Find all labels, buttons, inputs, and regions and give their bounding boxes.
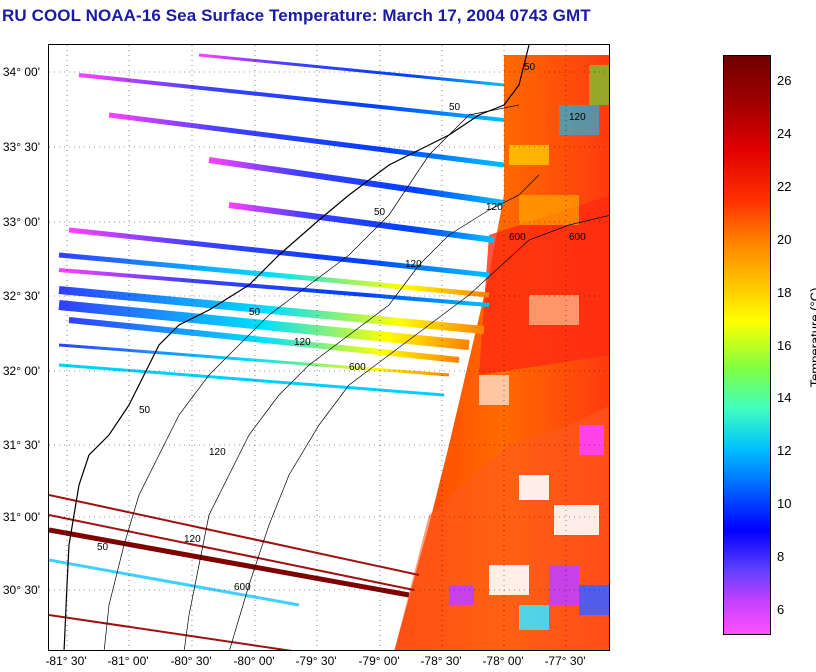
lat-tick-label: 32° 30' — [2, 289, 40, 303]
isobath-label: 50 — [249, 307, 261, 318]
colorbar-tick-label: 6 — [777, 602, 785, 617]
colorbar-tick-label: 10 — [777, 496, 792, 511]
gulf-stream-core — [479, 195, 609, 375]
colorbar-tick-label: 12 — [777, 443, 792, 458]
lon-tick-label: -79° 00' — [358, 654, 400, 668]
lon-tick-label: -77° 30' — [544, 654, 586, 668]
sst-map: 50 120 600 50 120 600 50 120 50 120 600 … — [48, 44, 610, 651]
colorbar-tick-label: 26 — [777, 73, 792, 88]
lat-tick-label: 30° 30' — [2, 583, 40, 597]
temperature-colorbar — [723, 55, 771, 635]
colorbar-title: Temperature (°C) — [807, 287, 816, 388]
lat-tick-label: 31° 30' — [2, 438, 40, 452]
colorbar-tick-label: 20 — [777, 232, 792, 247]
colorbar-tick-label: 8 — [777, 549, 785, 564]
coastline — [63, 45, 530, 650]
sst-map-svg: 50 120 600 50 120 600 50 120 50 120 600 … — [49, 45, 609, 650]
cloud-speckles — [449, 65, 609, 630]
colorbar-tick-label: 24 — [777, 126, 792, 141]
isobath-label: 120 — [184, 534, 201, 545]
lon-tick-label: -79° 30' — [295, 654, 337, 668]
isobath-600 — [229, 215, 609, 650]
isobath-label: 600 — [349, 362, 366, 373]
isobath-label: 120 — [294, 337, 311, 348]
colorbar-tick-label: 22 — [777, 179, 792, 194]
map-title: RU COOL NOAA-16 Sea Surface Temperature:… — [2, 6, 591, 25]
isobath-label: 50 — [449, 102, 461, 113]
lon-tick-label: -80° 30' — [170, 654, 212, 668]
isobath-label: 120 — [209, 447, 226, 458]
lon-tick-label: -81° 30' — [45, 654, 87, 668]
isobath-label: 600 — [569, 232, 586, 243]
colorbar-tick-label: 16 — [777, 338, 792, 353]
graticule — [49, 45, 609, 650]
satellite-stripes — [49, 53, 505, 650]
isobath-120 — [183, 174, 540, 650]
lon-tick-label: -78° 30' — [420, 654, 462, 668]
isobath-label: 50 — [97, 542, 109, 553]
isobath-label: 120 — [405, 259, 422, 270]
lat-tick-label: 33° 30' — [2, 140, 40, 154]
isobath-label: 50 — [374, 207, 386, 218]
isobath-label: 50 — [524, 62, 536, 73]
isobath-50 — [103, 104, 520, 650]
isobath-label: 120 — [486, 202, 503, 213]
lon-tick-label: -81° 00' — [107, 654, 149, 668]
isobath-label: 600 — [234, 582, 251, 593]
colorbar-tick-label: 18 — [777, 285, 792, 300]
lat-tick-label: 31° 00' — [2, 510, 40, 524]
isobath-label: 120 — [569, 112, 586, 123]
lat-tick-label: 34° 00' — [2, 65, 40, 79]
isobath-label: 50 — [139, 405, 151, 416]
colorbar-tick-label: 14 — [777, 390, 792, 405]
isobath-labels: 50 120 600 50 120 600 50 120 50 120 600 … — [97, 62, 586, 593]
lon-tick-label: -80° 00' — [233, 654, 275, 668]
lat-tick-label: 32° 00' — [2, 364, 40, 378]
isobath-label: 600 — [509, 232, 526, 243]
lon-tick-label: -78° 00' — [482, 654, 524, 668]
lat-tick-label: 33° 00' — [2, 215, 40, 229]
